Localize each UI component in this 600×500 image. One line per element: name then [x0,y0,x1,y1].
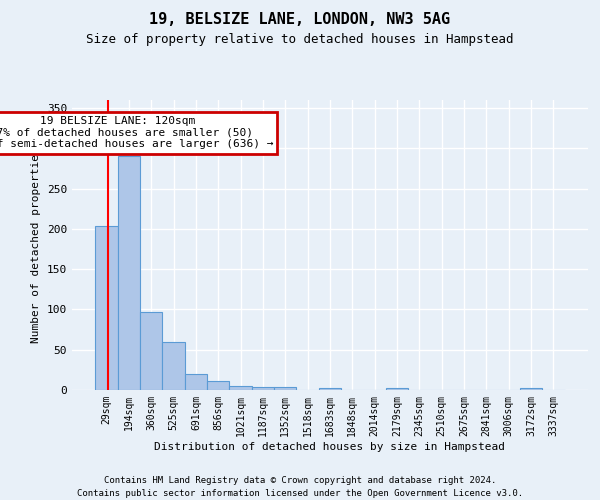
Bar [520,388,542,390]
Bar [207,381,229,390]
Bar [319,388,341,390]
Bar [140,312,163,390]
Text: 19 BELSIZE LANE: 120sqm
← 7% of detached houses are smaller (50)
92% of semi-det: 19 BELSIZE LANE: 120sqm ← 7% of detached… [0,116,273,150]
Text: 19, BELSIZE LANE, LONDON, NW3 5AG: 19, BELSIZE LANE, LONDON, NW3 5AG [149,12,451,28]
Bar [274,387,296,390]
Bar [229,386,252,390]
Bar [386,388,408,390]
Text: Distribution of detached houses by size in Hampstead: Distribution of detached houses by size … [155,442,505,452]
Text: Size of property relative to detached houses in Hampstead: Size of property relative to detached ho… [86,32,514,46]
Bar [163,342,185,390]
Bar [118,156,140,390]
Bar [185,374,207,390]
Bar [252,387,274,390]
Bar [95,226,118,390]
Text: Contains HM Land Registry data © Crown copyright and database right 2024.: Contains HM Land Registry data © Crown c… [104,476,496,485]
Text: Contains public sector information licensed under the Open Government Licence v3: Contains public sector information licen… [77,489,523,498]
Y-axis label: Number of detached properties: Number of detached properties [31,147,41,343]
